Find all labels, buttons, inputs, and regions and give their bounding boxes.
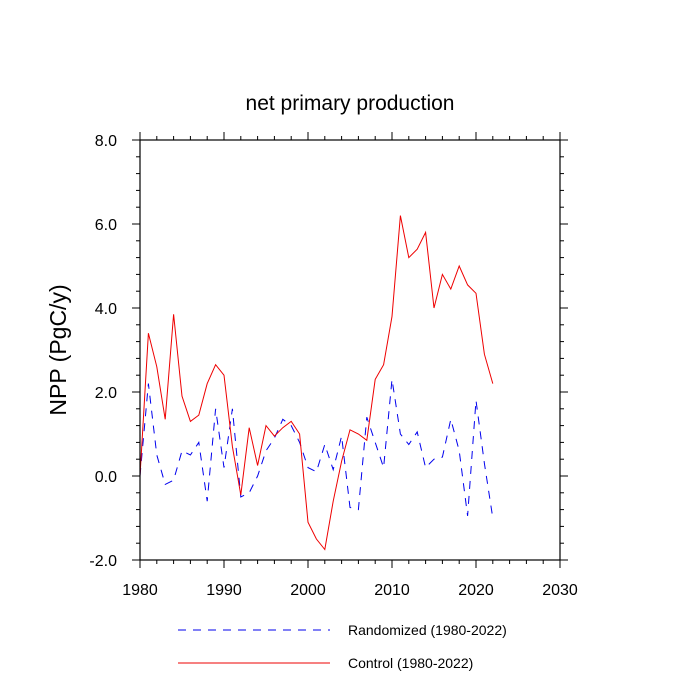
x-tick-label: 2030 — [542, 582, 578, 599]
x-tick-label: 2000 — [290, 582, 326, 599]
x-tick-label: 1980 — [122, 582, 158, 599]
series-line-randomized — [139, 379, 494, 519]
y-axis-label: NPP (PgC/y) — [45, 284, 71, 415]
legend-label-randomized: Randomized (1980-2022) — [348, 622, 507, 638]
y-tick-label: 2.0 — [95, 385, 117, 402]
y-tick-label: 8.0 — [95, 133, 117, 150]
chart-title: net primary production — [246, 92, 455, 115]
legend: Randomized (1980-2022) Control (1980-202… — [178, 622, 507, 671]
plot-frame — [139, 139, 561, 561]
legend-label-control: Control (1980-2022) — [348, 655, 473, 671]
plot-series — [139, 215, 494, 551]
y-tick-label: -2.0 — [89, 553, 117, 570]
y-tick-label: 6.0 — [95, 217, 117, 234]
x-tick-labels: 1980 1990 2000 2010 2020 2030 — [122, 582, 578, 599]
series-line-control — [139, 215, 494, 551]
y-tick-labels: -2.0 0.0 2.0 4.0 6.0 8.0 — [89, 133, 117, 570]
y-tick-label: 4.0 — [95, 301, 117, 318]
x-tick-label: 2010 — [374, 582, 410, 599]
y-tick-label: 0.0 — [95, 469, 117, 486]
x-tick-label: 2020 — [458, 582, 494, 599]
axis-ticks — [132, 132, 568, 568]
x-tick-label: 1990 — [206, 582, 242, 599]
